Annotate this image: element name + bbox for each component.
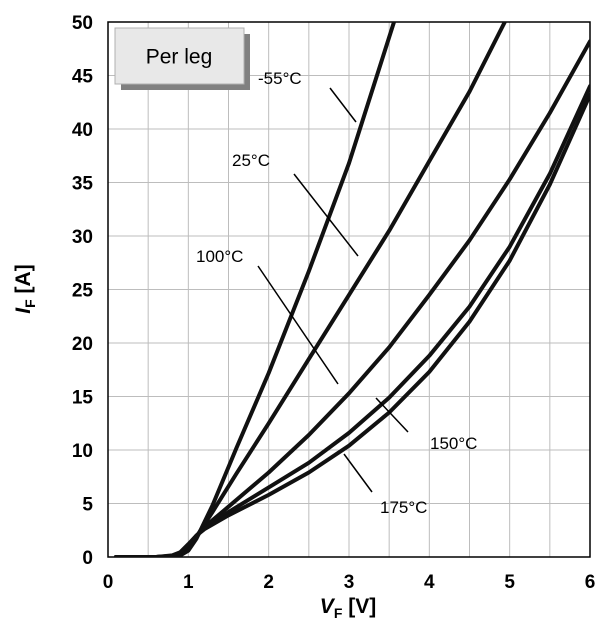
series-labels: -55°C 25°C 100°C 150°C 175°C <box>196 69 477 517</box>
y-axis-unit: [A] <box>12 264 35 299</box>
label-leader-lines <box>257 87 409 493</box>
y-axis-title: IF [A] <box>12 264 38 313</box>
y-tick-label: 35 <box>72 174 94 195</box>
leader-line-25c <box>293 173 359 257</box>
x-tick-label: 3 <box>344 572 355 593</box>
leader-line-minus-55c <box>329 87 357 123</box>
series-label-150c: 150°C <box>430 434 477 453</box>
y-tick-label: 40 <box>72 120 93 141</box>
x-tick-label: 1 <box>183 572 194 593</box>
x-tick-label: 4 <box>424 572 435 593</box>
y-tick-label: 5 <box>82 495 93 516</box>
x-axis-unit: [V] <box>342 595 376 618</box>
per-leg-label: Per leg <box>146 46 213 69</box>
plot-border <box>107 21 591 558</box>
plot-frame <box>107 21 591 558</box>
per-leg-box-face <box>114 27 245 85</box>
x-tick-label: 6 <box>585 572 596 593</box>
series-label-25c: 25°C <box>232 151 270 170</box>
x-axis-symbol: V <box>320 595 336 618</box>
series-label-minus-55c: -55°C <box>258 69 302 88</box>
y-tick-label: 25 <box>72 281 94 302</box>
y-tick-label: 0 <box>82 548 93 569</box>
y-tick-labels: 0 5 10 15 20 25 30 35 40 45 50 <box>72 13 94 569</box>
leader-line-175c <box>343 453 373 493</box>
series-lines <box>114 22 590 557</box>
per-leg-box: Per leg <box>114 27 250 90</box>
x-tick-label: 5 <box>504 572 515 593</box>
y-tick-label: 20 <box>72 334 93 355</box>
x-tick-label: 0 <box>103 572 114 593</box>
series-label-175c: 175°C <box>380 498 427 517</box>
y-tick-label: 30 <box>72 227 93 248</box>
y-tick-label: 15 <box>72 388 94 409</box>
y-tick-label: 45 <box>72 67 94 88</box>
y-axis-symbol: I <box>12 307 35 314</box>
y-tick-label: 50 <box>72 13 93 34</box>
x-tick-labels: 0 1 2 3 4 5 6 <box>103 572 596 593</box>
x-tick-label: 2 <box>263 572 274 593</box>
x-axis-title: VF [V] <box>320 595 376 620</box>
leader-line-150c <box>375 397 409 433</box>
grid <box>107 21 591 558</box>
series-label-100c: 100°C <box>196 247 243 266</box>
series-line-175c <box>114 92 590 557</box>
x-axis-subscript: F <box>334 605 343 620</box>
y-tick-label: 10 <box>72 441 93 462</box>
y-axis-subscript: F <box>22 299 38 308</box>
leader-line-100c <box>257 265 339 385</box>
